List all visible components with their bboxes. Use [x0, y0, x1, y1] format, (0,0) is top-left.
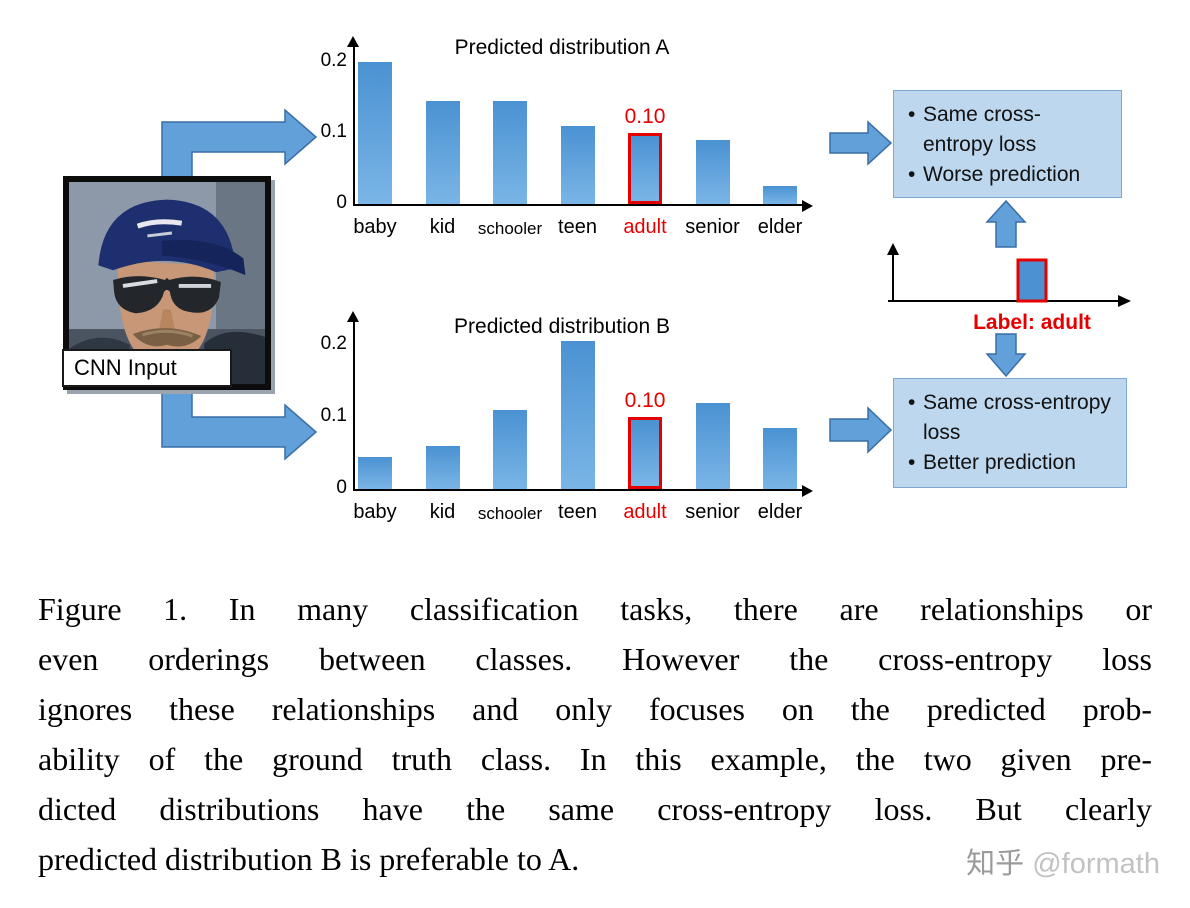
outcome-box-better-list: Same cross-entropy loss Better predictio… — [906, 388, 1114, 478]
caption-line: even orderings between classes. However … — [38, 641, 1152, 677]
x-label-teen: teen — [558, 216, 597, 238]
arrow-chart-a-to-box — [829, 120, 893, 166]
outcome-box-better: Same cross-entropy loss Better predictio… — [893, 378, 1127, 488]
x-axis — [353, 489, 803, 491]
chart-predicted-distribution-b: Predicted distribution B 0 0.1 0.2 baby kid s… — [321, 310, 840, 532]
y-tick-label: 0 — [336, 192, 347, 213]
bar-schooler — [493, 101, 527, 204]
bar-teen — [560, 341, 595, 489]
highlight-value-label: 0.10 — [624, 105, 666, 128]
x-label-schooler: schooler — [477, 504, 543, 523]
cnn-input-label: CNN Input — [62, 349, 232, 387]
y-tick-label: 0.2 — [320, 333, 347, 354]
y-tick-label: 0 — [336, 477, 347, 498]
x-label-baby: baby — [353, 216, 397, 238]
y-axis — [353, 320, 355, 491]
bar-schooler — [493, 410, 527, 489]
x-label-elder: elder — [757, 501, 803, 523]
chart-predicted-distribution-a: Predicted distribution A 0 0.1 0.2 baby kid s… — [321, 36, 840, 246]
x-axis-arrowhead — [802, 485, 813, 497]
x-label-elder: elder — [757, 216, 803, 238]
y-axis-arrowhead — [347, 36, 359, 47]
arrow-label-up — [985, 199, 1027, 248]
bullet-better-prediction: Better prediction — [906, 448, 1114, 478]
caption-line: predicted distribution B is preferable t… — [38, 841, 580, 877]
label-x-axis-arrowhead — [1118, 295, 1131, 307]
outcome-box-worse-list: Same cross-entropy loss Worse prediction — [906, 100, 1109, 190]
x-label-adult: adult — [623, 501, 667, 523]
bar-senior — [695, 403, 730, 489]
bar-teen — [560, 126, 595, 204]
chart-b-title: Predicted distribution B — [454, 315, 670, 338]
y-tick-label: 0.1 — [320, 405, 347, 426]
caption-line: dicted distributions have the same cross… — [38, 791, 1152, 827]
bullet-same-loss: Same cross-entropy loss — [906, 388, 1114, 448]
outcome-box-worse: Same cross-entropy loss Worse prediction — [893, 90, 1122, 198]
bar-elder — [763, 428, 797, 489]
watermark-brand: 知乎 — [966, 848, 1025, 880]
arrow-chart-b-to-box — [829, 406, 893, 454]
bar-elder — [763, 186, 797, 204]
x-label-senior: senior — [685, 216, 740, 238]
watermark-handle: @formath — [1032, 848, 1160, 880]
bar-senior — [695, 140, 730, 204]
x-axis-arrowhead — [802, 200, 813, 212]
label-adult-bar — [1016, 258, 1048, 303]
x-label-teen: teen — [558, 501, 597, 523]
y-tick-label: 0.1 — [320, 121, 347, 142]
bar-baby — [358, 62, 392, 204]
caption-line: ability of the ground truth class. In th… — [38, 741, 1152, 777]
x-label-kid: kid — [429, 216, 456, 238]
figure-arrows-layer — [161, 108, 1131, 461]
bar-adult — [628, 417, 662, 489]
y-axis-arrowhead — [347, 311, 359, 322]
x-label-baby: baby — [353, 501, 397, 523]
highlight-value-label: 0.10 — [624, 389, 666, 412]
caption-line: Figure 1. In many classification tasks, … — [38, 591, 1152, 627]
arrow-label-down — [985, 333, 1027, 378]
x-label-kid: kid — [429, 501, 456, 523]
y-axis — [353, 45, 355, 206]
bar-baby — [358, 457, 392, 489]
figure-caption: Figure 1. In many classification tasks, … — [38, 584, 1152, 884]
bullet-worse-prediction: Worse prediction — [906, 160, 1109, 190]
label-y-axis-arrowhead — [887, 243, 899, 255]
bar-adult — [628, 133, 662, 204]
bullet-same-loss: Same cross-entropy loss — [906, 100, 1109, 160]
watermark: 知乎 @formath — [966, 840, 1160, 882]
x-label-schooler: schooler — [477, 219, 543, 238]
ground-truth-label: Label: adult — [973, 311, 1091, 334]
caption-line: ignores these relationships and only foc… — [38, 691, 1152, 727]
chart-a-title: Predicted distribution A — [454, 36, 670, 59]
arrow-input-to-chart-b — [161, 369, 318, 461]
y-tick-label: 0.2 — [320, 50, 347, 71]
x-axis — [353, 204, 803, 206]
x-label-senior: senior — [685, 501, 740, 523]
label-axis — [887, 243, 1131, 307]
bar-kid — [425, 101, 460, 204]
x-label-adult: adult — [623, 216, 667, 238]
bar-kid — [425, 446, 460, 489]
